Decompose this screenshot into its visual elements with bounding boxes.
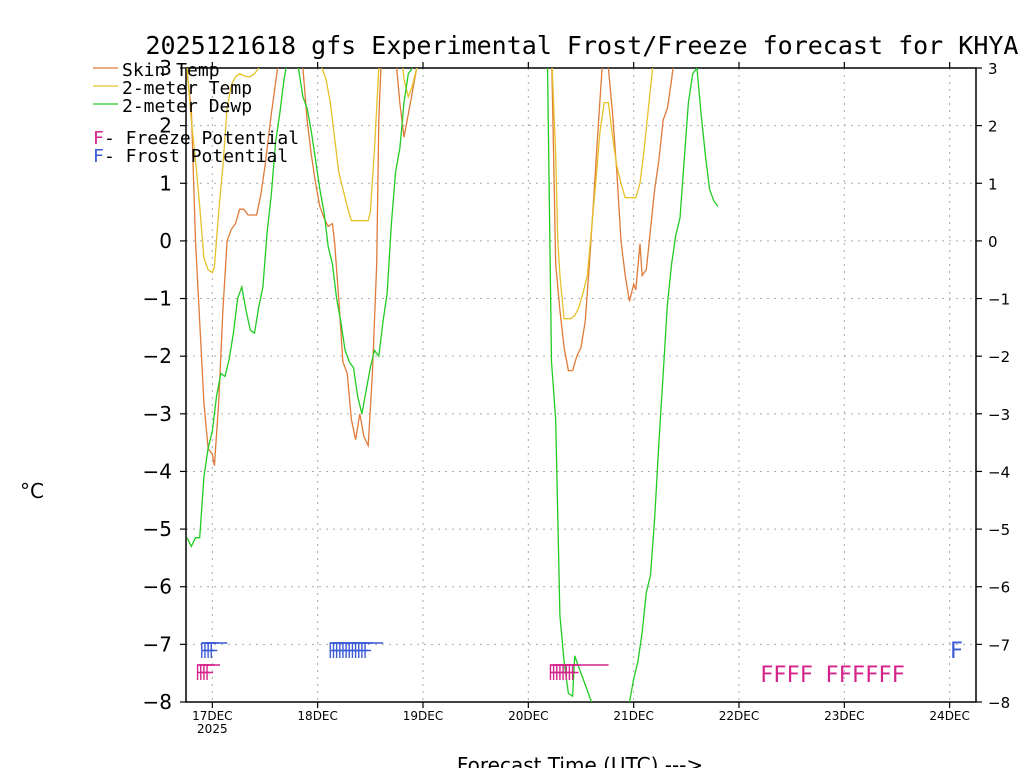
legend-frost-marker: F [93, 146, 104, 167]
y-tick-label-left: −1 [143, 287, 172, 311]
freeze-potential-mark: FFFF [760, 663, 813, 688]
y-axis-label: °C [20, 479, 44, 503]
y-tick-label-right: −2 [988, 348, 1010, 366]
legend-2m-temp: 2-meter Temp [122, 78, 252, 99]
series-line-t2m [186, 68, 674, 320]
x-tick-label: 18DEC [297, 709, 337, 723]
y-tick-label-left: −3 [143, 402, 172, 426]
x-axis-label: Forecast Time (UTC) ---> [457, 753, 703, 768]
y-tick-label-left: 1 [159, 171, 172, 195]
y-axis: 3 3 2 2 1 1 0 0 −1 −1 −2 −2 −3 −3 −4 −4 −5 −5 −6 −6 −7 −7 −8 −8 [143, 56, 1011, 714]
y-tick-label-right: −8 [988, 694, 1010, 712]
y-tick-label-left: −5 [143, 517, 172, 541]
series-lines [186, 68, 719, 702]
legend: Skin Temp 2-meter Temp 2-meter Dewp F - … [93, 60, 299, 167]
legend-freeze-marker: F [93, 128, 104, 149]
x-tick-sublabel: 2025 [197, 722, 228, 736]
y-tick-label-left: −7 [143, 632, 172, 656]
y-tick-label-right: 3 [988, 60, 998, 78]
y-tick-label-right: 2 [988, 118, 998, 136]
series-line-dewp [186, 68, 593, 702]
y-tick-label-left: 3 [159, 56, 172, 80]
y-tick-label-right: −4 [988, 463, 1010, 481]
y-tick-label-right: −6 [988, 579, 1010, 597]
y-tick-label-left: 0 [159, 229, 172, 253]
chart-title: 2025121618 gfs Experimental Frost/Freeze… [146, 31, 1019, 60]
x-tick-label: 24DEC [929, 709, 969, 723]
potential-markers: FFFFF FFFFFF [196, 639, 963, 688]
x-tick-label: 19DEC [403, 709, 443, 723]
y-tick-label-right: 1 [988, 175, 998, 193]
plot-frame [185, 67, 977, 703]
y-tick-label-right: −7 [988, 636, 1010, 654]
freeze-potential-mark: FFFFFF [825, 663, 904, 688]
y-tick-label-left: −2 [143, 344, 172, 368]
y-tick-label-left: −8 [143, 690, 172, 714]
series-line-skin [186, 68, 685, 466]
y-tick-label-right: −1 [988, 291, 1010, 309]
x-tick-label: 21DEC [613, 709, 653, 723]
y-tick-label-left: −6 [143, 575, 172, 599]
legend-frost-potential: - Frost Potential [104, 146, 288, 167]
legend-freeze-potential: - Freeze Potential [104, 128, 299, 149]
y-tick-label-left: −4 [143, 459, 172, 483]
y-tick-label-right: −3 [988, 406, 1010, 424]
series-line-dewp-segment [628, 68, 719, 702]
x-tick-label: 17DEC [192, 709, 232, 723]
legend-2m-dewp: 2-meter Dewp [122, 96, 252, 117]
x-tick-label: 23DEC [824, 709, 864, 723]
y-tick-label-right: −5 [988, 521, 1010, 539]
legend-skin-temp: Skin Temp [122, 60, 220, 81]
frost-potential-mark: F [950, 639, 963, 664]
y-tick-label-right: 0 [988, 233, 998, 251]
x-tick-label: 22DEC [719, 709, 759, 723]
x-tick-label: 20DEC [508, 709, 548, 723]
y-tick-label-left: 2 [159, 114, 172, 138]
